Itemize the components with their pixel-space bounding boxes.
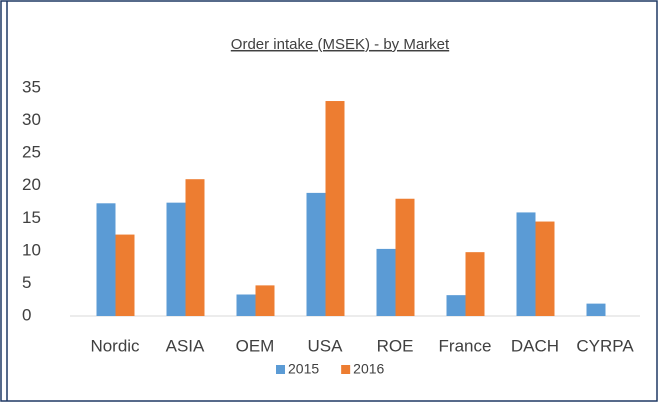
x-tick-label: France: [439, 336, 492, 355]
y-tick-label: 35: [22, 77, 41, 96]
y-tick-label: 15: [22, 208, 41, 227]
bar: [236, 294, 256, 316]
y-tick-label: 0: [22, 305, 31, 324]
legend-swatch: [341, 365, 351, 374]
bar: [166, 202, 186, 316]
bar: [185, 179, 205, 316]
x-tick-label: ROE: [377, 336, 414, 355]
x-tick-label: DACH: [511, 336, 559, 355]
x-tick-label: OEM: [236, 336, 275, 355]
bar: [376, 248, 396, 316]
y-tick-label: 5: [22, 273, 31, 292]
bar: [395, 198, 415, 316]
legend-label: 2015: [288, 361, 319, 377]
x-tick-label: CYRPA: [576, 336, 634, 355]
x-tick-label: USA: [308, 336, 344, 355]
bar: [255, 285, 275, 316]
y-tick-label: 10: [22, 240, 41, 259]
bar: [325, 101, 345, 317]
bar: [535, 221, 555, 316]
y-tick-label: 25: [22, 143, 41, 162]
legend-swatch: [276, 365, 285, 374]
bar: [516, 212, 536, 316]
chart-title: Order intake (MSEK) - by Market: [231, 36, 450, 53]
x-tick-label: Nordic: [90, 336, 140, 355]
y-tick-label: 20: [22, 175, 41, 194]
bar: [586, 303, 606, 316]
legend-label: 2016: [353, 361, 384, 377]
bar: [115, 234, 135, 316]
bar: [465, 252, 485, 316]
bar: [446, 295, 466, 316]
y-tick-label: 30: [22, 110, 41, 129]
x-tick-label: ASIA: [166, 336, 205, 355]
bar: [96, 203, 116, 316]
bar: [306, 192, 326, 316]
